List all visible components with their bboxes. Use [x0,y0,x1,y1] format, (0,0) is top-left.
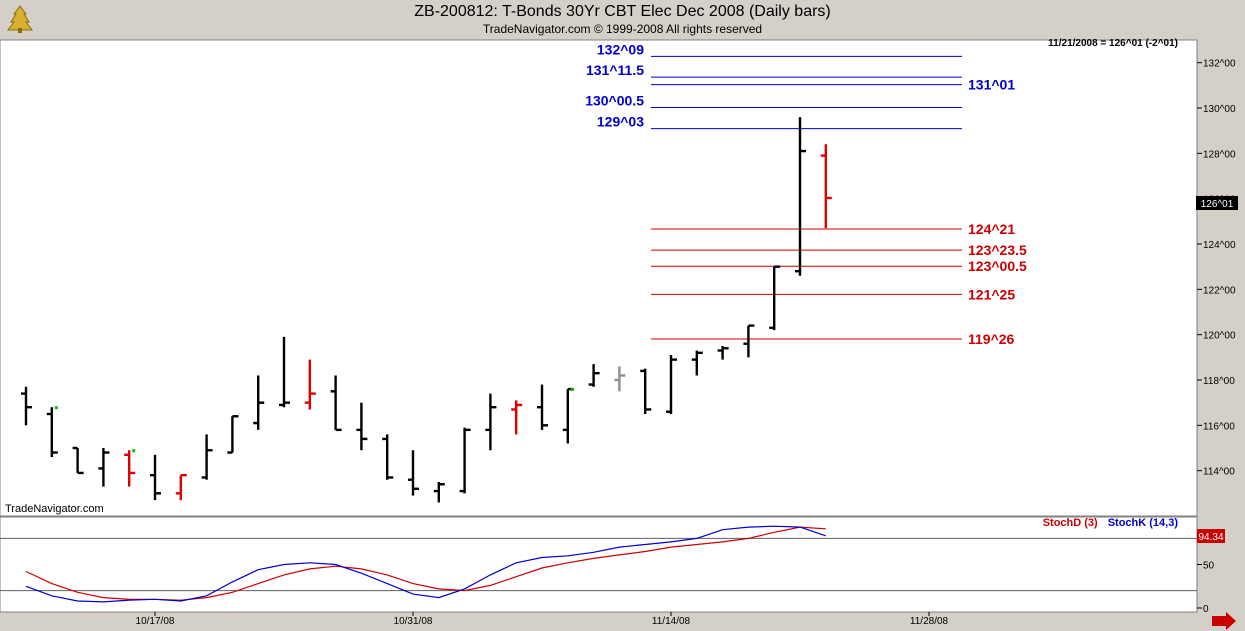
stoch-tick-label: 0 [1203,604,1209,615]
price-bar [98,448,110,487]
price-bar [330,375,342,432]
price-bar [588,364,600,387]
bar-marker [570,388,574,392]
watermark-text: TradeNavigator.com [5,503,104,515]
level-label: 123^23.5 [968,242,1027,258]
price-bar [72,446,84,475]
status-readout: 11/21/2008 = 126^01 (-2^01) [1048,38,1178,49]
price-bar [743,324,755,358]
price-bar [769,265,781,331]
level-label: 132^09 [597,41,644,57]
stoch-tick-label: 50 [1203,561,1215,572]
price-bar [537,384,548,430]
price-bar [382,434,394,480]
price-bar [614,366,626,392]
price-panel [0,39,1198,517]
price-tick-label: 122^00 [1203,285,1236,296]
scroll-right-icon[interactable] [1212,612,1236,630]
app-logo-icon [7,5,33,33]
price-tick-label: 118^00 [1203,376,1235,387]
price-bar [433,482,445,503]
stoch-last-label: 94.34 [1198,532,1223,543]
last-price-box [1196,196,1238,210]
price-bar [485,393,497,451]
bar-marker [54,406,58,410]
price-bar [253,375,265,430]
price-bar [820,144,832,229]
stochastic-legend: StochD (3) StochK (14,3) [1043,517,1179,529]
price-bar [666,355,677,414]
level-label: 131^01 [968,77,1015,93]
price-bar [21,386,32,426]
stoch-last-box [1197,529,1225,543]
price-bar [511,400,523,435]
last-price-label: 126^01 [1201,199,1234,210]
copyright-line: TradeNavigator.com © 1999-2008 All right… [482,22,763,36]
price-bar [279,336,290,408]
price-tick-label: 124^00 [1203,240,1236,251]
level-label: 130^00.5 [585,93,644,109]
level-label: 124^21 [968,221,1015,237]
level-label: 129^03 [597,114,644,130]
date-tick-label: 11/14/08 [652,616,691,627]
price-bar [459,427,471,494]
date-tick-label: 10/17/08 [136,616,175,627]
price-bar [356,402,368,451]
price-bar [150,454,161,501]
level-label: 119^26 [968,331,1015,347]
price-tick-label: 130^00 [1203,104,1236,115]
price-bar [640,368,652,414]
level-label: 131^11.5 [586,62,644,78]
price-tick-label: 116^00 [1203,421,1235,432]
price-bar [175,474,187,501]
level-label: 123^00.5 [968,258,1027,274]
price-bar [408,450,419,496]
price-tick-label: 120^00 [1203,331,1236,342]
price-tick-label: 132^00 [1203,59,1236,70]
price-bar [717,346,729,360]
bar-marker [132,449,136,453]
stochastic-panel [0,516,1198,613]
price-bar [691,350,703,376]
price-tick-label: 128^00 [1203,149,1236,160]
price-bar [201,434,213,480]
price-bar [795,117,806,276]
window-title: ZB-200812: T-Bonds 30Yr CBT Elec Dec 200… [414,3,831,20]
date-tick-label: 10/31/08 [394,616,433,627]
level-label: 121^25 [968,286,1015,302]
price-bar [227,415,239,454]
price-tick-label: 114^00 [1203,467,1235,478]
price-bar [124,449,136,487]
date-tick-label: 11/28/08 [910,616,949,627]
price-bar [46,406,58,458]
stoch-series-line [25,525,826,603]
price-bar [562,387,574,444]
price-bar [304,359,316,410]
